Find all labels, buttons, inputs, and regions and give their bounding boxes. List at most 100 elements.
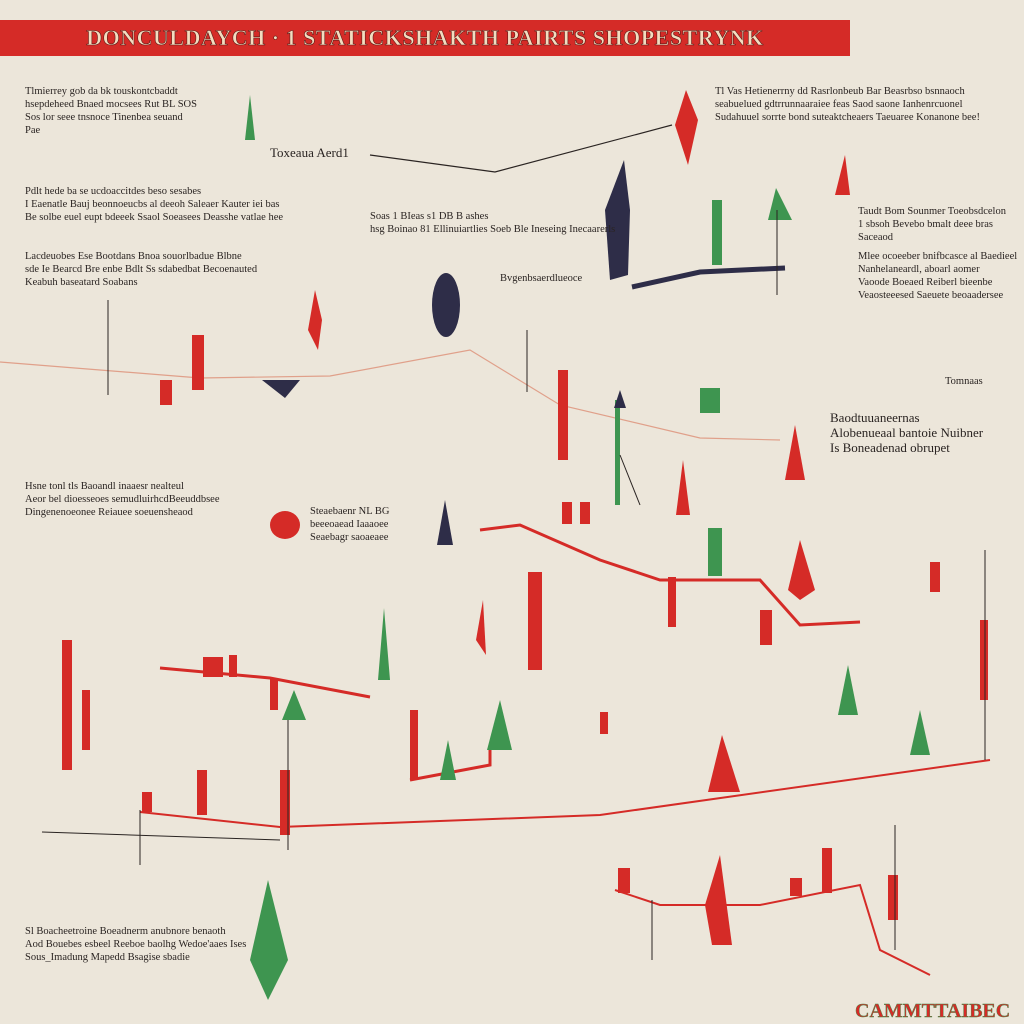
- spike: [708, 735, 740, 792]
- candle: [270, 678, 278, 710]
- candle: [562, 502, 572, 524]
- candle: [580, 502, 590, 524]
- note-line: hsg Boinao 81 Ellinuiartlies Soeb Ble In…: [370, 224, 616, 235]
- text-note: Tl Vas Hetienerrny dd Rasrlonbeub Bar Be…: [715, 85, 980, 124]
- spike: [262, 380, 300, 398]
- spike: [308, 290, 322, 350]
- title-bar: DONCULDAYCH · 1 STATICKSHAKTH PAIRTS SHO…: [0, 20, 850, 56]
- note-line: beeeoaead Iaaaoee: [310, 519, 389, 530]
- text-note: Lacdeuobes Ese Bootdans Bnoa souorlbadue…: [25, 250, 257, 289]
- text-note: Pdlt hede ba se ucdoaccitdes beso sesabe…: [25, 185, 283, 224]
- note-line: Sous_Imadung Mapedd Bsagise sbadie: [25, 952, 190, 963]
- note-line: Bvgenbsaerdlueoce: [500, 273, 583, 284]
- text-note: Steaebaenr NL BG beeeoaead Iaaaoee Seaebag…: [310, 505, 390, 544]
- text-note: Soas 1 BIeas s1 DB B ashes hsg Boinao 81 …: [370, 210, 615, 236]
- spike: [250, 880, 288, 1000]
- note-line: Sudahuuel sorrte bond suteaktcheaers Tae…: [715, 112, 980, 123]
- text-note: Hsne tonl tls Baoandl inaaesr nealteul Ae…: [25, 480, 220, 519]
- note-line: Tl Vas Hetienerrny dd Rasrlonbeub Bar Be…: [715, 86, 965, 97]
- text-note: Toxeaua Aerd1: [270, 145, 349, 160]
- base-line: [41, 831, 281, 841]
- note-line: Alobenueaal bantoie Nuibner: [830, 425, 984, 440]
- price-line: [159, 666, 371, 699]
- note-line: Soas 1 BIeas s1 DB B ashes: [370, 211, 489, 222]
- note-line: Mlee ocoeeber bnifbcasce al Baedieel: [858, 251, 1018, 262]
- price-line: [139, 759, 991, 829]
- note-line: Toxeaua Aerd1: [270, 145, 349, 160]
- spike: [705, 855, 732, 945]
- note-line: Sos lor seee tnsnoce Tinenbea seuand: [25, 112, 183, 123]
- spike: [788, 540, 815, 600]
- spike: [910, 710, 930, 755]
- note-line: 1 sbsoh Bevebo bmalt deee bras: [858, 219, 994, 230]
- note-line: Veaosteeesed Saeuete beoaadersee: [858, 290, 1004, 301]
- candle: [280, 770, 290, 835]
- note-line: Aeor bel dioesseoes semudluirhcdBeeuddbs…: [25, 494, 220, 505]
- note-line: Pae: [25, 125, 41, 136]
- candle: [229, 655, 237, 677]
- candle: [790, 878, 802, 896]
- note-line: Vaoode Boeaed Reiberl bieenbe: [858, 277, 993, 288]
- navy-curve: [631, 265, 786, 290]
- candle: [203, 657, 223, 677]
- candle: [600, 712, 608, 734]
- candle: [980, 620, 988, 700]
- text-note: Sl Boacheetroine Boeadnerm anubnore bena…: [25, 925, 246, 964]
- text-note: Mlee ocoeeber bnifbcasce al Baedieel Nanh…: [858, 250, 1017, 302]
- note-line: Nanhelaneardl, aboarl aomer: [858, 264, 980, 275]
- candle: [615, 400, 620, 505]
- note-line: Is Boneadenad obrupet: [830, 440, 950, 455]
- text-note: Tomnaas: [945, 375, 983, 388]
- spike: [785, 425, 805, 480]
- note-line: Dingenenoeonee Reiauee soeuensheaod: [25, 507, 193, 518]
- spike: [476, 600, 486, 655]
- note-line: Be solbe euel eupt bdeeek Ssaol Soeasees…: [25, 212, 284, 223]
- note-line: Lacdeuobes Ese Bootdans Bnoa souorlbadue…: [25, 251, 242, 262]
- candle: [160, 380, 172, 405]
- spike: [835, 155, 850, 195]
- candle: [197, 770, 207, 815]
- faint-line: [0, 349, 781, 441]
- note-line: I Eaenatle Bauj beonnoeucbs al deeoh Sal…: [25, 199, 280, 210]
- candle: [708, 528, 722, 576]
- note-line: Tomnaas: [945, 376, 983, 387]
- wick: [619, 454, 641, 506]
- connector-line: [369, 124, 673, 173]
- spike: [245, 95, 255, 140]
- note-line: Taudt Bom Sounmer Toeobsdcelon: [858, 206, 1006, 217]
- note-line: Seaebagr saoaeaee: [310, 532, 389, 543]
- note-line: hsepdeheed Bnaed mocsees Rut BL SOS: [25, 99, 197, 110]
- candle: [192, 335, 204, 390]
- spike: [614, 390, 626, 408]
- spike: [838, 665, 858, 715]
- text-note: Baodtuuaneernas Alobenueaal bantoie Nuibn…: [830, 410, 983, 455]
- note-line: Sl Boacheetroine Boeadnerm anubnore bena…: [25, 926, 226, 937]
- marker: [432, 273, 460, 337]
- spike: [378, 608, 390, 680]
- candle: [668, 577, 676, 627]
- note-line: seabuelued gdtrrunnaaraiee feas Saod sao…: [715, 99, 963, 110]
- spike: [768, 188, 792, 220]
- note-line: Hsne tonl tls Baoandl inaaesr nealteul: [25, 481, 184, 492]
- spike: [440, 740, 456, 780]
- candle: [82, 690, 90, 750]
- footer-text: CAMMTTAIBEC: [855, 1000, 1011, 1022]
- candle: [700, 388, 720, 413]
- price-line: [614, 883, 931, 976]
- note-line: Keabuh baseatard Soabans: [25, 277, 138, 288]
- spike: [282, 690, 306, 720]
- spike: [437, 500, 453, 545]
- candle: [822, 848, 832, 893]
- spike: [675, 90, 698, 165]
- candle: [712, 200, 722, 265]
- spike: [487, 700, 512, 750]
- candle: [888, 875, 898, 920]
- note-line: sde Ie Bearcd Bre enbe Bdlt Ss sdabedbat…: [25, 264, 258, 275]
- candle: [410, 710, 418, 780]
- candle: [930, 562, 940, 592]
- note-line: Aod Bouebes esbeel Reeboe baolhg Wedoe'a…: [25, 939, 247, 950]
- note-line: Pdlt hede ba se ucdoaccitdes beso sesabe…: [25, 186, 202, 197]
- candle: [62, 640, 72, 770]
